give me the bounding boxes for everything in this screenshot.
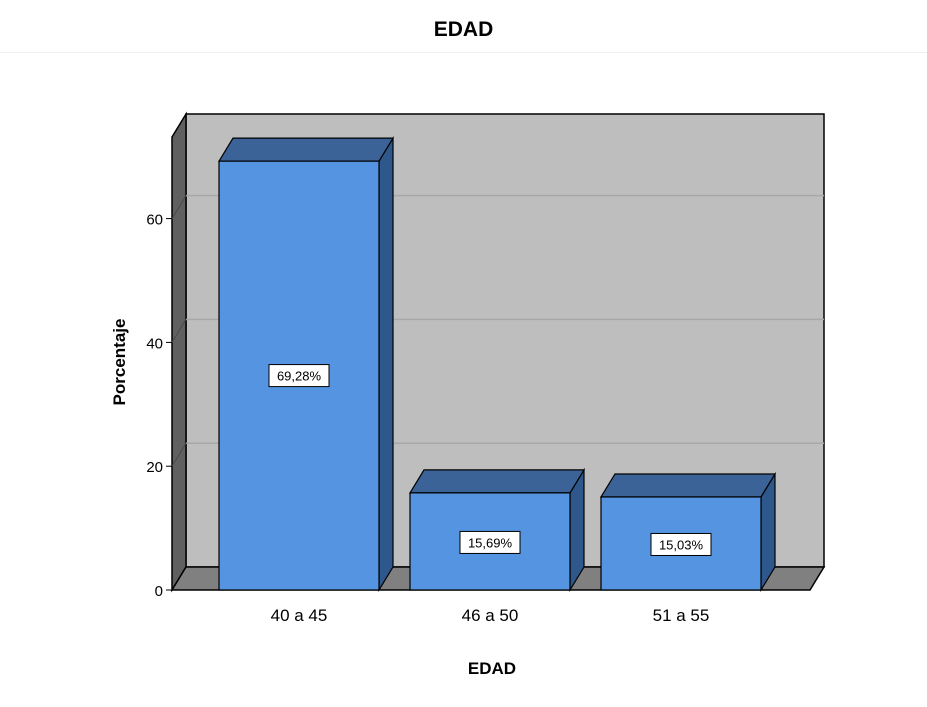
bar: 15,03% (599, 471, 777, 593)
y-tick-label: 0 (155, 583, 163, 600)
data-label: 15,69% (468, 535, 513, 550)
bar-top (217, 137, 395, 162)
x-axis-label: EDAD (468, 659, 516, 678)
gridline-wall (171, 195, 187, 219)
plot-left-wall (171, 111, 187, 593)
chart-title: EDAD (433, 18, 494, 41)
bar-side (378, 136, 394, 593)
y-tick-label: 40 (146, 335, 163, 352)
bars: 69,28% 15,69% 15,03% (217, 136, 777, 593)
y-axis-ticks: 0 20 40 60 (146, 212, 172, 600)
bar: 69,28% (217, 136, 395, 593)
data-label-box (268, 364, 330, 388)
plot-frame (0, 52, 927, 707)
bar: 15,69% (408, 467, 586, 593)
bar-top (599, 473, 777, 498)
gridline-wall (171, 442, 187, 467)
bar-top (408, 469, 586, 494)
gridline-wall (171, 319, 187, 343)
data-label: 15,03% (659, 537, 704, 552)
data-label-box (459, 530, 521, 554)
y-tick-label: 20 (146, 459, 163, 476)
x-tick-label: 51 a 55 (653, 606, 710, 625)
data-label: 69,28% (277, 369, 322, 384)
x-axis-ticks: 40 a 45 46 a 50 51 a 55 (271, 606, 710, 625)
x-tick-label: 46 a 50 (462, 606, 519, 625)
x-tick-label: 40 a 45 (271, 606, 328, 625)
data-label-box (650, 532, 712, 556)
y-axis-label: Porcentaje (110, 319, 129, 406)
y-tick-label: 60 (146, 212, 163, 229)
